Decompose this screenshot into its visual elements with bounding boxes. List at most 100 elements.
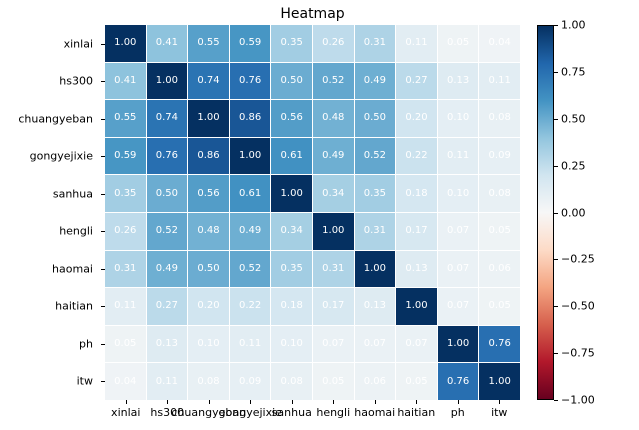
x-tick-mark — [457, 400, 459, 404]
heatmap-cell: 1.00 — [188, 100, 229, 137]
heatmap-cell: 0.04 — [105, 363, 146, 400]
heatmap-cell: 0.07 — [396, 325, 437, 363]
heatmap-cell: 0.22 — [229, 288, 271, 325]
heatmap-cell: 1.00 — [479, 363, 520, 400]
x-tick-label: haomai — [354, 406, 396, 419]
heatmap-cell: 0.07 — [354, 325, 396, 363]
colorbar-tick-mark — [554, 306, 558, 308]
heatmap-cell: 0.18 — [396, 175, 437, 212]
heatmap-cell: 0.31 — [354, 212, 396, 250]
heatmap-cell: 0.08 — [271, 363, 312, 400]
y-tick-label: chuangyeban — [18, 112, 93, 126]
x-tick-label: itw — [491, 406, 508, 419]
heatmap-cell: 0.11 — [105, 288, 146, 325]
x-tick-label: hs300 — [150, 406, 185, 419]
heatmap-cell: 0.08 — [479, 100, 520, 137]
x-tick-mark — [208, 400, 210, 404]
heatmap-cell: 0.56 — [188, 175, 229, 212]
y-tick-label: xinlai — [63, 37, 93, 51]
heatmap-cell: 0.11 — [396, 25, 437, 62]
x-tick-label: hengli — [316, 406, 351, 419]
x-tick-label: ph — [450, 406, 465, 419]
heatmap-cell: 0.20 — [396, 100, 437, 137]
colorbar-tick-label: 1.00 — [561, 18, 586, 32]
heatmap-cell: 0.86 — [229, 100, 271, 137]
heatmap-cell: 1.00 — [437, 325, 479, 363]
heatmap-cell: 0.06 — [354, 363, 396, 400]
heatmap-cell: 0.61 — [229, 175, 271, 212]
heatmap-cell: 1.00 — [105, 25, 146, 62]
colorbar-tick-label: −0.50 — [561, 299, 595, 313]
y-tick-mark — [101, 156, 105, 158]
heatmap-cell: 0.22 — [396, 137, 437, 175]
heatmap-cell: 0.17 — [396, 212, 437, 250]
y-tick-label: gongyejixie — [29, 149, 93, 163]
heatmap-cell: 0.11 — [479, 62, 520, 100]
heatmap-cell: 0.18 — [271, 288, 312, 325]
heatmap-cell: 0.31 — [312, 250, 354, 288]
heatmap-cell: 0.34 — [312, 175, 354, 212]
colorbar-tick-label: 0.50 — [561, 112, 586, 126]
heatmap-cell: 0.20 — [188, 288, 229, 325]
heatmap-cell: 0.55 — [105, 100, 146, 137]
heatmap-cell: 0.50 — [271, 62, 312, 100]
heatmap-cell: 0.05 — [479, 288, 520, 325]
y-tick-mark — [101, 231, 105, 233]
heatmap-cell: 0.59 — [105, 137, 146, 175]
y-tick-mark — [101, 193, 105, 195]
heatmap-cell: 0.07 — [312, 325, 354, 363]
colorbar-tick-mark — [554, 259, 558, 261]
heatmap-cell: 0.76 — [479, 325, 520, 363]
heatmap-cell: 0.52 — [312, 62, 354, 100]
heatmap-cell: 0.59 — [229, 25, 271, 62]
heatmap-grid: 1.00 0.41 0.55 0.59 0.35 0.26 0.31 0.11 0.05 0.04… — [105, 25, 520, 400]
y-tick-label: itw — [76, 374, 93, 388]
x-tick-label: haitian — [397, 406, 436, 419]
heatmap-cell: 0.06 — [479, 250, 520, 288]
colorbar-tick-label: 0.00 — [561, 206, 586, 219]
heatmap-cell: 0.76 — [437, 363, 479, 400]
colorbar — [537, 25, 554, 400]
colorbar-tick-label: 0.75 — [561, 65, 586, 79]
y-tick-mark — [101, 43, 105, 45]
y-tick-label: hengli — [59, 224, 93, 238]
heatmap-cell: 0.49 — [146, 250, 188, 288]
heatmap-cell: 0.50 — [188, 250, 229, 288]
heatmap-cell: 0.49 — [312, 137, 354, 175]
y-tick-mark — [101, 381, 105, 383]
heatmap-cell: 0.10 — [188, 325, 229, 363]
heatmap-cell: 0.11 — [146, 363, 188, 400]
x-axis-labels: xinlai hs300 chuangyeban gongyejixie sanhua h… — [105, 406, 520, 424]
heatmap-cell: 0.74 — [146, 100, 188, 137]
y-tick-mark — [101, 306, 105, 308]
heatmap-cell: 0.17 — [312, 288, 354, 325]
heatmap-cell: 1.00 — [146, 62, 188, 100]
heatmap-cell: 1.00 — [312, 212, 354, 250]
colorbar-tick-mark — [554, 165, 558, 167]
x-tick-mark — [416, 400, 418, 404]
colorbar-tick-mark — [554, 353, 558, 355]
heatmap-cell: 0.35 — [271, 250, 312, 288]
colorbar-tick-label: −0.25 — [561, 252, 595, 266]
y-tick-label: hs300 — [59, 74, 93, 88]
heatmap-cell: 1.00 — [354, 250, 396, 288]
heatmap-cell: 0.86 — [188, 137, 229, 175]
colorbar-tick-label: −0.75 — [561, 346, 595, 360]
heatmap-cell: 0.07 — [437, 250, 479, 288]
heatmap-cell: 0.07 — [437, 212, 479, 250]
heatmap-cell: 0.11 — [229, 325, 271, 363]
x-tick-mark — [250, 400, 252, 404]
heatmap-cell: 0.07 — [437, 288, 479, 325]
heatmap-cell: 0.26 — [312, 25, 354, 62]
colorbar-tick-mark — [554, 71, 558, 73]
y-tick-mark — [101, 118, 105, 120]
heatmap-cell: 0.61 — [271, 137, 312, 175]
heatmap-cell: 0.76 — [146, 137, 188, 175]
heatmap-cell: 0.09 — [479, 137, 520, 175]
heatmap-cell: 0.05 — [479, 212, 520, 250]
heatmap-cell: 0.11 — [437, 137, 479, 175]
x-tick-mark — [374, 400, 376, 404]
heatmap-cell: 0.76 — [229, 62, 271, 100]
x-tick-mark — [167, 400, 169, 404]
y-tick-label: sanhua — [52, 187, 93, 201]
